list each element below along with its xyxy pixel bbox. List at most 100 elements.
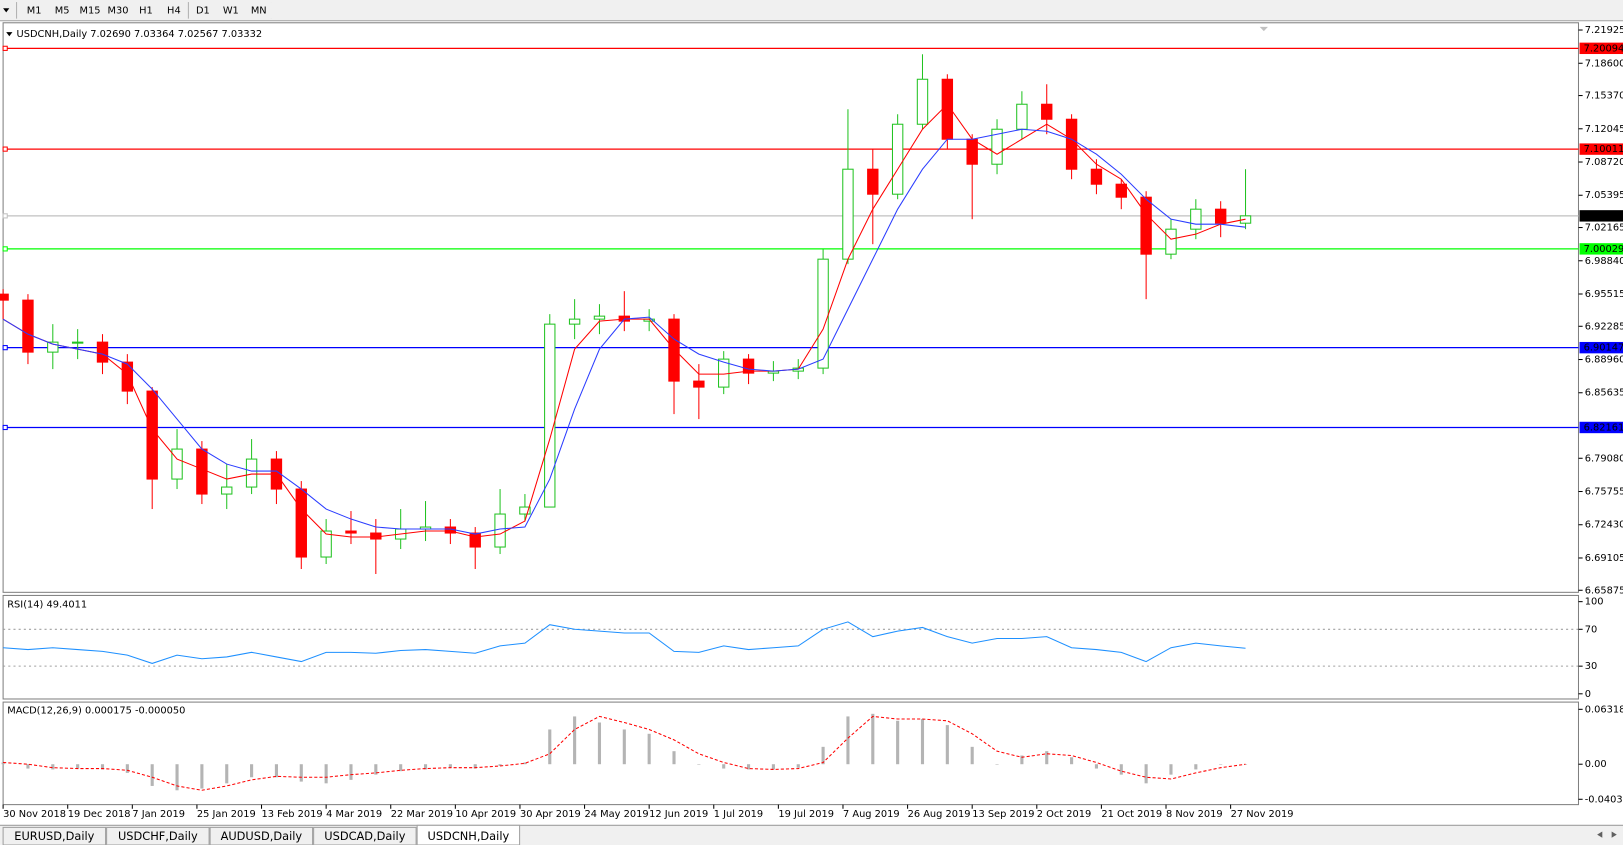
timeframe-button[interactable] <box>48 2 76 19</box>
macd-bar <box>896 720 900 765</box>
candle-body <box>742 358 755 374</box>
symbol-tab-label[interactable]: AUDUSD,Daily <box>221 829 303 843</box>
x-tick-label: 1 Jul 2019 <box>714 809 763 820</box>
timeframe-label[interactable]: H1 <box>139 5 153 16</box>
timeframe-button[interactable] <box>217 2 245 19</box>
candle-body <box>1065 118 1078 170</box>
macd-bar <box>349 764 353 780</box>
candle-body <box>1115 183 1127 198</box>
level-label-bg <box>1579 421 1623 434</box>
level-label: 7.03332 <box>1584 211 1623 222</box>
candle-body <box>469 532 481 548</box>
timeframe-label[interactable]: H4 <box>167 5 181 16</box>
macd-bar <box>1045 751 1049 765</box>
candle-body <box>867 168 879 195</box>
macd-bar <box>1 762 5 765</box>
timeframe-button[interactable] <box>20 2 48 19</box>
timeframe-button[interactable] <box>245 2 273 19</box>
macd-bar <box>995 764 999 765</box>
macd-bar <box>1119 764 1123 775</box>
symbol-tab-label[interactable]: USDCHF,Daily <box>118 829 198 843</box>
timeframe-button[interactable] <box>189 2 217 19</box>
candle-body <box>593 315 606 320</box>
macd-bar <box>920 719 925 765</box>
candle-body <box>668 318 680 382</box>
macd-bar <box>821 746 825 765</box>
timeframe-button[interactable] <box>76 2 104 19</box>
candle-body <box>71 341 84 344</box>
macd-bar <box>1094 764 1098 769</box>
macd-bar <box>523 762 527 765</box>
macd-bar <box>473 764 477 769</box>
x-tick-label: 25 Jan 2019 <box>197 809 256 820</box>
macd-bar <box>498 764 502 766</box>
scroll-right[interactable] <box>1611 831 1617 838</box>
symbol-tab[interactable] <box>416 824 521 845</box>
symbol-tab[interactable] <box>313 826 417 845</box>
candle-body <box>1016 103 1028 130</box>
timeframe-button[interactable] <box>104 2 132 19</box>
rsi-title: RSI(14) 49.4011 <box>7 600 87 611</box>
timeframe-label[interactable]: M5 <box>55 5 70 16</box>
candle-body <box>295 488 307 558</box>
macd-bar <box>299 764 303 782</box>
macd-bar <box>945 725 949 765</box>
symbol-tab[interactable] <box>209 826 314 845</box>
macd-signal <box>3 715 1246 791</box>
macd-bar <box>622 729 626 765</box>
level-label-bg <box>1579 341 1623 354</box>
symbol-tab-label[interactable]: USDCAD,Daily <box>324 829 405 843</box>
macd-bar <box>771 764 775 770</box>
candle-body <box>221 486 233 495</box>
timeframe-button[interactable] <box>132 2 160 19</box>
candle-body <box>891 123 904 195</box>
macd-bar <box>324 764 328 784</box>
y-tick-label: 6.65875 <box>1585 585 1623 596</box>
timeframe-label[interactable]: W1 <box>223 5 239 16</box>
candle-body <box>494 513 506 548</box>
y-tick-label: 6.92285 <box>1585 321 1623 332</box>
y-tick-label: 6.75755 <box>1585 487 1623 498</box>
x-tick-label: 24 May 2019 <box>585 809 649 820</box>
scroll-left[interactable] <box>1597 831 1603 838</box>
symbol-tab[interactable] <box>106 826 210 845</box>
x-tick-label: 13 Sep 2019 <box>972 809 1034 820</box>
timeframe-label[interactable]: D1 <box>196 5 210 16</box>
macd-bar <box>647 733 651 765</box>
y-tick-label: 0.00 <box>1585 759 1607 770</box>
level-anchor <box>2 213 8 219</box>
x-tick-label: 13 Feb 2019 <box>262 809 323 820</box>
timeframe-label[interactable]: M1 <box>27 5 42 16</box>
candle-body <box>370 532 382 540</box>
level-label-bg <box>1579 143 1623 155</box>
candle-body <box>320 530 332 558</box>
macd-bar <box>200 764 204 789</box>
candle-body <box>345 530 357 534</box>
x-tick-label: 8 Nov 2019 <box>1166 809 1223 820</box>
candle-body <box>1090 168 1103 185</box>
symbol-tab-label[interactable]: EURUSD,Daily <box>14 829 94 843</box>
y-tick-label: 30 <box>1585 661 1598 672</box>
timeframe-label[interactable]: M15 <box>80 5 101 16</box>
symbol-tab-label[interactable]: USDCNH,Daily <box>428 829 510 843</box>
timeframe-label[interactable]: MN <box>251 5 267 16</box>
macd-bar <box>747 764 751 770</box>
macd-panel <box>2 701 1580 806</box>
symbol-tab[interactable] <box>2 826 107 845</box>
timeframe-button[interactable] <box>160 2 188 19</box>
y-tick-label: 7.21925 <box>1585 25 1623 36</box>
x-tick-label: 19 Jul 2019 <box>778 809 834 820</box>
timeframe-label[interactable]: M30 <box>108 5 129 16</box>
toolbar-dropdown[interactable] <box>3 8 10 13</box>
y-tick-label: 70 <box>1585 624 1598 635</box>
macd-bar <box>672 751 676 765</box>
macd-title: MACD(12,26,9) 0.000175 -0.000050 <box>7 705 185 716</box>
y-tick-label: 7.15370 <box>1585 91 1623 102</box>
x-tick-label: 12 Jun 2019 <box>649 809 708 820</box>
x-tick-label: 10 Apr 2019 <box>455 809 516 820</box>
macd-bar <box>399 764 403 772</box>
level-label-bg <box>1579 210 1623 222</box>
level-label: 6.82161 <box>1584 422 1623 433</box>
